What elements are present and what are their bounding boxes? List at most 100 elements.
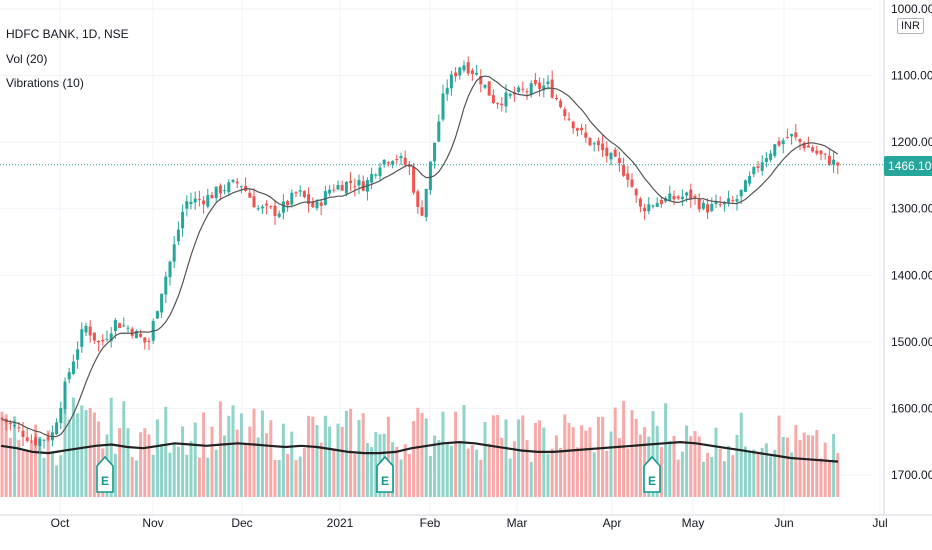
candle-body [126, 327, 130, 329]
candle-body [554, 98, 558, 100]
candle-body [424, 188, 428, 218]
candle-body [634, 189, 638, 196]
volume-bar [655, 425, 659, 497]
earnings-marker[interactable]: E [96, 455, 114, 493]
volume-bar [395, 446, 399, 497]
volume-bar [790, 452, 794, 497]
volume-bar [386, 416, 390, 497]
volume-bar [294, 460, 298, 497]
candle-body [391, 161, 395, 165]
volume-bar [155, 419, 159, 497]
volume-bar [143, 428, 147, 497]
volume-bar [252, 408, 256, 497]
volume-bar [80, 405, 84, 497]
candle-body [38, 439, 42, 447]
volume-bar [365, 443, 369, 497]
volume-bar [706, 452, 710, 497]
volume-bar [529, 461, 533, 497]
candle-body [67, 372, 71, 380]
volume-bar [563, 414, 567, 497]
candle-body [260, 206, 264, 209]
candle-body [437, 121, 441, 142]
candle-body [298, 190, 302, 192]
volume-bar [361, 413, 365, 497]
volume-bar [445, 443, 449, 497]
candle-body [17, 427, 21, 429]
volume-bar [496, 415, 500, 497]
volume-bar [571, 427, 575, 497]
volume-bar [739, 412, 743, 497]
candle-body [454, 72, 458, 77]
volume-bar [701, 461, 705, 497]
volume-bar [118, 428, 122, 497]
volume-bar [626, 448, 630, 497]
earnings-marker-label: E [381, 474, 389, 488]
candle-body [714, 202, 718, 204]
candle-body [672, 196, 676, 200]
candle-body [286, 201, 290, 206]
time-tick-label: Jun [774, 516, 793, 530]
volume-bar [559, 447, 563, 497]
candle-body [739, 189, 743, 197]
volume-bar [538, 420, 542, 497]
volume-bar [126, 428, 130, 497]
candle-body [147, 340, 151, 342]
volume-bar [811, 435, 815, 497]
volume-bar [823, 442, 827, 497]
vibrations-indicator-label[interactable]: Vibrations (10) [6, 76, 84, 90]
candle-body [491, 95, 495, 103]
volume-bar [428, 455, 432, 497]
volume-bar [223, 435, 227, 497]
volume-bar [302, 448, 306, 497]
candle-body [197, 198, 201, 200]
candle-body [638, 198, 642, 207]
volume-bar [38, 436, 42, 497]
candle-body [756, 166, 760, 168]
candle-body [118, 323, 122, 328]
symbol-title[interactable]: HDFC BANK, 1D, NSE [6, 27, 129, 41]
candle-body [332, 189, 336, 191]
volume-bar [323, 415, 327, 497]
candle-body [760, 162, 764, 171]
volume-bar [260, 410, 264, 497]
candle-body [386, 162, 390, 164]
candle-body [235, 181, 239, 184]
volume-bar [634, 418, 638, 497]
volume-bar [500, 437, 504, 497]
candle-body [647, 204, 651, 212]
candle-body [248, 192, 252, 198]
volume-bar [139, 432, 143, 497]
candle-body [428, 161, 432, 191]
candle-body [80, 329, 84, 347]
currency-badge[interactable]: INR [897, 18, 924, 34]
candle-body [76, 349, 80, 360]
volume-bar [399, 459, 403, 497]
volume-bar [601, 416, 605, 497]
volume-bars [0, 394, 840, 497]
volume-bar [596, 417, 600, 497]
volume-bar [370, 447, 374, 497]
volume-bar [525, 440, 529, 497]
candle-body [651, 205, 655, 207]
volume-indicator-label[interactable]: Vol (20) [6, 52, 48, 66]
volume-bar [357, 420, 361, 497]
volume-bar [197, 457, 201, 497]
earnings-marker[interactable]: E [376, 455, 394, 493]
candle-body [605, 147, 609, 157]
candle-body [290, 192, 294, 205]
candle-body [567, 118, 571, 120]
candle-body [823, 153, 827, 155]
candle-body [176, 229, 180, 242]
candle-body [701, 202, 705, 209]
time-tick-label: Nov [142, 516, 163, 530]
candle-body [416, 191, 420, 207]
earnings-marker[interactable]: E [643, 455, 661, 493]
candle-body [479, 76, 483, 85]
volume-bar [617, 438, 621, 497]
price-tick-label: 1700.00 [891, 468, 932, 482]
volume-bar [815, 430, 819, 497]
candle-body [349, 180, 353, 184]
time-tick-label: Jul [872, 516, 887, 530]
candle-body [802, 142, 806, 149]
